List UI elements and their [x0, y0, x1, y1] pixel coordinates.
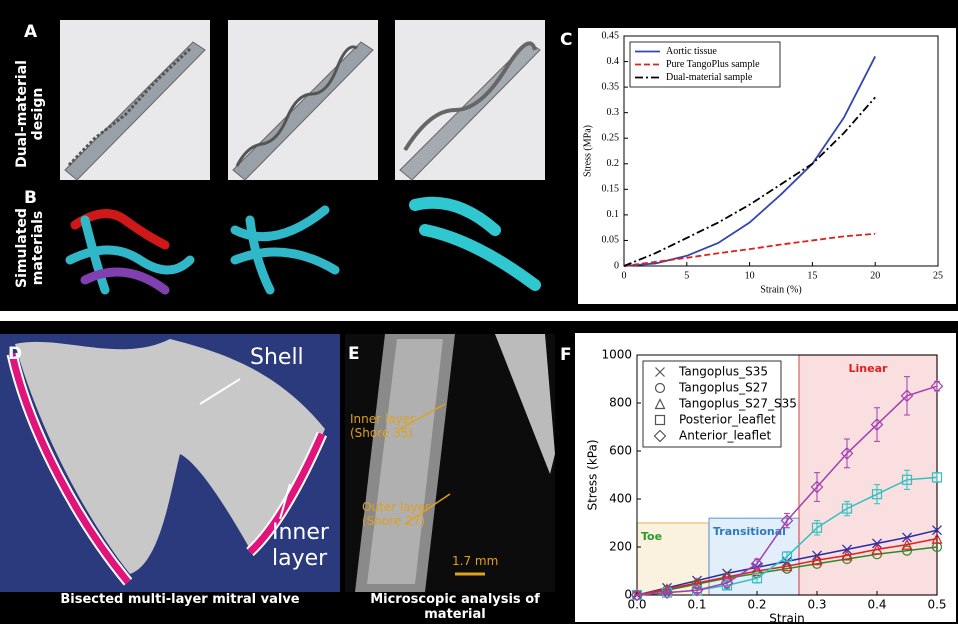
x-axis-label: Strain — [769, 612, 805, 623]
panel-text: Simulated materials — [14, 188, 46, 308]
y-tick-label: 0.1 — [607, 209, 620, 220]
y-axis-label: Stress (MPa) — [582, 125, 593, 177]
y-tick-label: 0.4 — [607, 56, 620, 67]
legend-label: Tangoplus_S35 — [678, 365, 768, 379]
annotation: Inner layer — [272, 520, 342, 572]
region-label: Transitional — [713, 525, 786, 538]
x-tick-label: 0 — [622, 270, 627, 281]
panel-label: A — [24, 22, 37, 42]
x-tick-label: 15 — [807, 270, 817, 281]
legend-label: Aortic tissue — [666, 46, 717, 57]
y-tick-label: 0.3 — [607, 107, 620, 118]
y-tick-label: 0.45 — [602, 30, 620, 41]
simulated-image — [70, 203, 535, 290]
x-tick-label: 25 — [933, 270, 943, 281]
annotation: Outer layer (Shore 27) — [362, 500, 452, 528]
panel-label: E — [348, 344, 360, 364]
legend-label: Pure TangoPlus sample — [666, 59, 760, 70]
design-image — [60, 20, 545, 180]
region-label: Toe — [641, 530, 662, 543]
y-tick-label: 1000 — [601, 348, 632, 362]
y-tick-label: 200 — [609, 540, 632, 554]
x-axis-label: Strain (%) — [760, 284, 801, 295]
x-tick-label: 0.5 — [927, 598, 946, 612]
caption: Bisected multi-layer mitral valve — [60, 592, 300, 607]
y-tick-label: 600 — [609, 444, 632, 458]
panel-ab-images — [55, 20, 550, 310]
y-tick-label: 800 — [609, 396, 632, 410]
microscope-image — [345, 334, 555, 592]
y-tick-label: 0.2 — [607, 158, 620, 169]
panel-text: Dual-material design — [14, 54, 46, 174]
x-tick-label: 20 — [870, 270, 880, 281]
y-tick-label: 0.15 — [602, 184, 620, 195]
x-tick-label: 10 — [745, 270, 755, 281]
y-tick-label: 0 — [624, 588, 632, 602]
y-tick-label: 0.35 — [602, 81, 620, 92]
legend-label: Posterior_leaflet — [679, 413, 776, 427]
x-tick-label: 0.3 — [807, 598, 826, 612]
annotation: Shell — [250, 345, 304, 370]
figure: A Dual-material design B Simulated mater… — [0, 0, 958, 624]
y-axis-label: Stress (kPa) — [586, 439, 600, 510]
x-tick-label: 5 — [684, 270, 689, 281]
x-tick-label: 0.2 — [747, 598, 766, 612]
caption: Microscopic analysis of material — [360, 592, 550, 622]
chart: 0 5 10 15 20 25 0 0.05 0.1 0.15 0.2 0.25 0.3 0.35 0.4 0… — [578, 28, 956, 304]
annotation: 1.7 mm — [452, 554, 498, 568]
y-tick-label: 0.25 — [602, 133, 620, 144]
panel-label: C — [560, 30, 572, 50]
y-tick-label: 0 — [614, 260, 619, 271]
x-tick-label: 0.1 — [687, 598, 706, 612]
y-tick-label: 400 — [609, 492, 632, 506]
legend-label: Tangoplus_S27_S35 — [678, 397, 797, 411]
legend-label: Anterior_leaflet — [679, 429, 771, 443]
region — [799, 355, 937, 595]
x-tick-label: 0.4 — [867, 598, 886, 612]
y-tick-label: 0.05 — [602, 235, 620, 246]
legend-label: Tangoplus_S27 — [678, 381, 768, 395]
annotation: Inner layer (Shore 35) — [350, 412, 440, 440]
region-label: Linear — [849, 362, 888, 375]
panel-label: F — [560, 345, 572, 365]
panel-label: D — [8, 344, 22, 364]
legend-label: Dual-material sample — [666, 72, 753, 83]
